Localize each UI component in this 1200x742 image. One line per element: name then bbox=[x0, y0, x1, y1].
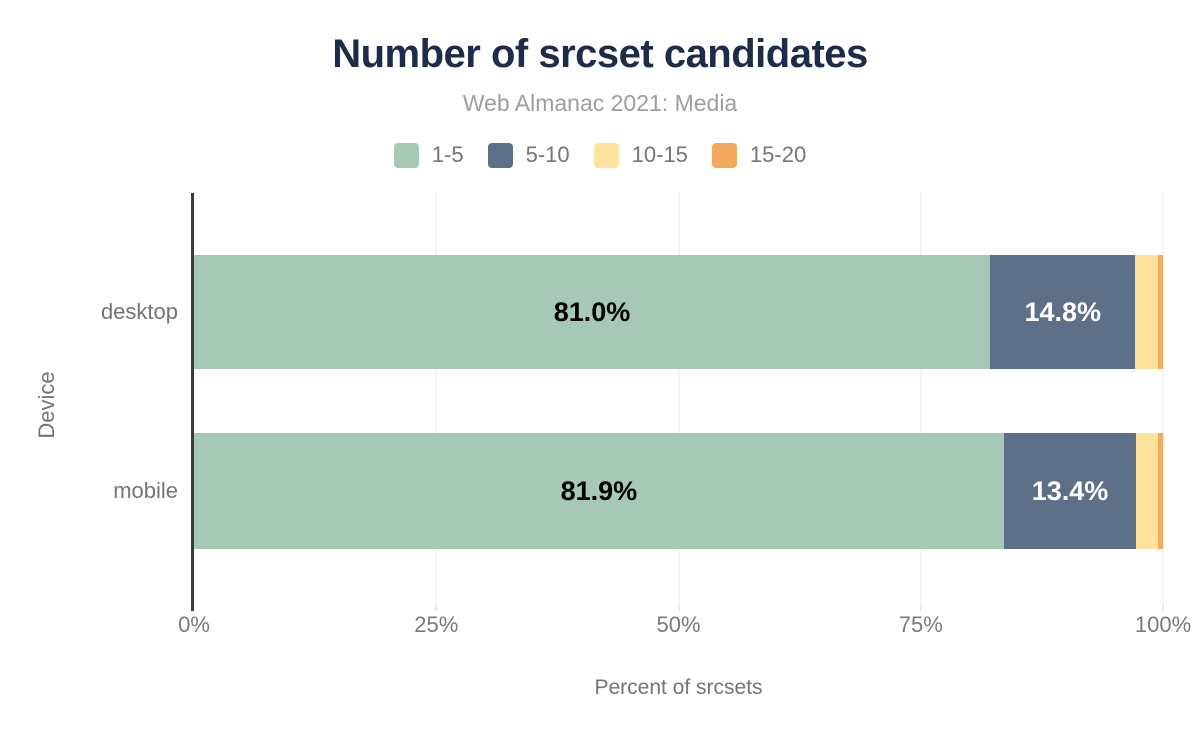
legend-label: 15-20 bbox=[749, 142, 807, 167]
category-label-desktop: desktop bbox=[100, 299, 178, 324]
bar-value-label: 81.9% bbox=[560, 475, 638, 506]
chart-title: Number of srcset candidates bbox=[332, 32, 868, 76]
bar-segment-desktop-1-5: 81.0% bbox=[194, 255, 991, 369]
legend-swatch-5-10 bbox=[487, 142, 513, 168]
axis-tick-25 bbox=[435, 605, 437, 611]
x-tick-label-0: 0% bbox=[178, 612, 210, 637]
bar-value-label: 14.8% bbox=[1024, 296, 1102, 327]
x-axis-title: Percent of srcsets bbox=[594, 676, 763, 699]
bar-segment-desktop-15-20 bbox=[1158, 255, 1163, 369]
axis-tick-100 bbox=[1162, 605, 1164, 611]
legend: 1-5 5-10 10-15 15-20 bbox=[0, 142, 1200, 168]
bar-segment-mobile-5-10: 13.4% bbox=[1003, 433, 1137, 549]
bar-segment-desktop-5-10: 14.8% bbox=[990, 255, 1136, 369]
x-tick-label-100: 100% bbox=[1134, 612, 1192, 637]
bar-value-label: 81.0% bbox=[553, 296, 631, 327]
legend-swatch-15-20 bbox=[711, 142, 737, 168]
legend-item-15-20: 15-20 bbox=[711, 142, 807, 168]
legend-item-1-5: 1-5 bbox=[393, 142, 464, 168]
bar-row-mobile: 81.9% 13.4% bbox=[194, 433, 1163, 549]
legend-swatch-1-5 bbox=[393, 142, 419, 168]
bar-value-label: 13.4% bbox=[1031, 475, 1109, 506]
plot-area: 81.0% 14.8% 81.9% 13.4% bbox=[194, 193, 1164, 611]
bar-segment-mobile-10-15 bbox=[1136, 433, 1159, 549]
gridline-75 bbox=[920, 193, 922, 605]
gridline-25 bbox=[435, 193, 437, 605]
chart-subtitle: Web Almanac 2021: Media bbox=[462, 90, 738, 116]
x-tick-label-50: 50% bbox=[656, 612, 701, 637]
bar-row-desktop: 81.0% 14.8% bbox=[194, 255, 1163, 369]
legend-label: 10-15 bbox=[631, 142, 688, 167]
x-tick-label-25: 25% bbox=[414, 612, 459, 637]
axis-tick-50 bbox=[678, 605, 679, 611]
legend-item-10-15: 10-15 bbox=[593, 142, 688, 168]
legend-swatch-10-15 bbox=[593, 142, 619, 168]
y-axis-line bbox=[191, 193, 194, 611]
category-label-mobile: mobile bbox=[113, 478, 178, 503]
gridline-50 bbox=[678, 193, 679, 605]
bar-segment-mobile-15-20 bbox=[1158, 433, 1163, 549]
bar-segment-mobile-1-5: 81.9% bbox=[194, 433, 1004, 549]
legend-label: 5-10 bbox=[525, 142, 570, 167]
x-tick-label-75: 75% bbox=[898, 612, 943, 637]
legend-item-5-10: 5-10 bbox=[487, 142, 570, 168]
axis-tick-75 bbox=[920, 605, 922, 611]
bar-segment-desktop-10-15 bbox=[1135, 255, 1159, 369]
legend-label: 1-5 bbox=[431, 142, 464, 167]
gridline-100 bbox=[1162, 193, 1164, 605]
x-axis-tick-labels: 0% 25% 50% 75% 100% bbox=[178, 612, 1191, 640]
y-axis-title: Device bbox=[34, 371, 59, 439]
